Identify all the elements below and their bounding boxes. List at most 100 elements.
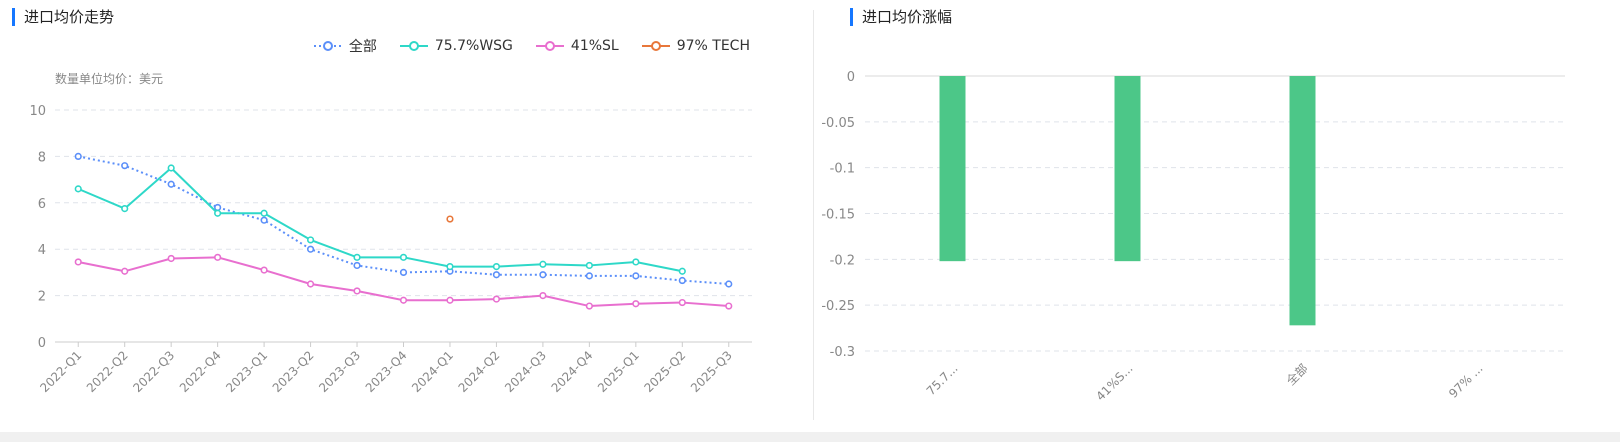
data-point	[539, 292, 547, 300]
x-tick-label: 2024-Q4	[549, 348, 596, 395]
data-point	[353, 253, 361, 261]
data-point	[214, 253, 222, 261]
x-tick-label: 2023-Q4	[363, 348, 410, 395]
legend-label: 全部	[348, 39, 377, 55]
x-tick-label: 2022-Q3	[130, 348, 177, 395]
legend-label: 75.7%WSG	[434, 38, 513, 54]
data-point	[214, 203, 222, 212]
legend-label: 41%SL	[570, 38, 619, 54]
data-point	[121, 205, 129, 213]
data-point	[725, 302, 733, 310]
y-tick-label: 2	[38, 290, 46, 305]
legend-item[interactable]: 97% TECH	[641, 36, 750, 56]
legend-item[interactable]: 41%SL	[535, 36, 619, 56]
x-tick-label: 2024-Q3	[502, 348, 549, 395]
data-point	[446, 263, 454, 271]
legend-label: 97% TECH	[676, 38, 750, 54]
data-point	[678, 276, 686, 285]
legend-symbol-icon	[313, 41, 342, 51]
bottom-scroll-bar	[0, 432, 1620, 442]
x-tick-label: 97% ...	[1446, 361, 1486, 401]
left-chart-panel: 进口均价走势 全部 75.7%WSG 41%SL 97% TECH 数量单位均价：美元…	[0, 0, 808, 430]
data-point	[306, 236, 315, 244]
data-point	[539, 260, 547, 268]
data-point	[74, 258, 82, 266]
y-tick-label: 6	[38, 197, 46, 212]
data-point	[260, 266, 268, 274]
data-point	[399, 296, 408, 304]
legend-item[interactable]: 75.7%WSG	[399, 36, 513, 56]
data-point	[492, 271, 501, 279]
x-tick-label: 2025-Q3	[688, 348, 735, 395]
y-tick-label: -0.1	[830, 162, 855, 177]
legend-symbol-icon	[399, 41, 428, 51]
unit-label: 数量单位均价：美元	[55, 72, 164, 86]
series-line	[77, 167, 683, 273]
data-point	[399, 268, 408, 277]
x-tick-label: 2022-Q2	[84, 348, 131, 395]
bar-chart[interactable]: 0 -0.05 -0.1 -0.15 -0.2 -0.25 -0.3 75.7... 41%S.…	[815, 0, 1620, 430]
panel-divider	[813, 10, 814, 420]
x-tick-label: 2024-Q1	[409, 348, 456, 395]
data-point	[74, 152, 82, 160]
y-tick-label: -0.15	[821, 208, 855, 223]
data-point	[585, 261, 593, 270]
y-tick-label: -0.2	[830, 253, 855, 268]
legend-symbol-icon	[535, 41, 564, 51]
legend-symbol-icon	[641, 41, 670, 51]
x-tick-label: 2023-Q2	[270, 348, 317, 395]
data-point	[632, 258, 640, 266]
data-point	[353, 261, 361, 270]
x-tick-label: 2022-Q4	[177, 348, 224, 395]
bar	[1289, 76, 1316, 326]
data-point	[446, 215, 454, 223]
x-tick-label: 2024-Q2	[456, 348, 503, 395]
line-chart-legend[interactable]: 全部 75.7%WSG 41%SL 97% TECH	[313, 36, 750, 56]
data-point	[678, 267, 686, 275]
data-point	[306, 280, 315, 288]
data-point	[446, 296, 454, 304]
y-tick-label: 8	[38, 150, 46, 165]
data-point	[121, 162, 129, 170]
x-tick-label: 2023-Q1	[223, 348, 270, 395]
x-tick-label: 2025-Q1	[595, 348, 642, 395]
data-point	[632, 300, 640, 308]
series-line	[78, 155, 729, 285]
data-point	[632, 272, 640, 280]
bar	[939, 76, 966, 262]
bar	[1114, 76, 1141, 262]
legend-item[interactable]: 全部	[313, 36, 377, 56]
x-tick-label: 41%S...	[1093, 361, 1135, 403]
data-point	[585, 272, 593, 280]
x-tick-label: 2025-Q2	[641, 348, 688, 395]
y-tick-label: 10	[29, 104, 46, 119]
y-tick-label: 0	[38, 336, 46, 351]
x-tick-label: 75.7...	[924, 361, 961, 398]
y-tick-label: 4	[38, 243, 46, 258]
data-point	[214, 209, 222, 217]
data-point	[725, 280, 733, 288]
data-point	[74, 185, 82, 193]
data-point	[399, 253, 408, 261]
left-panel-title: 进口均价走势	[12, 8, 114, 26]
data-point	[539, 271, 547, 279]
right-chart-panel: 进口均价涨幅 0 -0.05 -0.1 -0.15 -0.2 -0.25 -0.3 75.7.…	[815, 0, 1620, 430]
x-tick-label: 2022-Q1	[37, 348, 84, 395]
y-tick-label: -0.3	[830, 345, 855, 360]
data-point	[167, 254, 175, 263]
data-point	[167, 180, 175, 188]
data-point	[167, 164, 175, 172]
data-point	[585, 302, 593, 310]
data-point	[678, 298, 686, 307]
data-point	[353, 287, 361, 295]
y-tick-label: -0.25	[821, 299, 855, 314]
data-point	[306, 245, 315, 253]
y-tick-label: 0	[847, 70, 855, 85]
right-panel-title: 进口均价涨幅	[850, 8, 952, 26]
data-point	[492, 263, 501, 271]
x-tick-label: 全部	[1283, 361, 1311, 389]
data-point	[260, 216, 268, 224]
x-tick-label: 2023-Q3	[316, 348, 363, 395]
data-point	[492, 295, 501, 303]
